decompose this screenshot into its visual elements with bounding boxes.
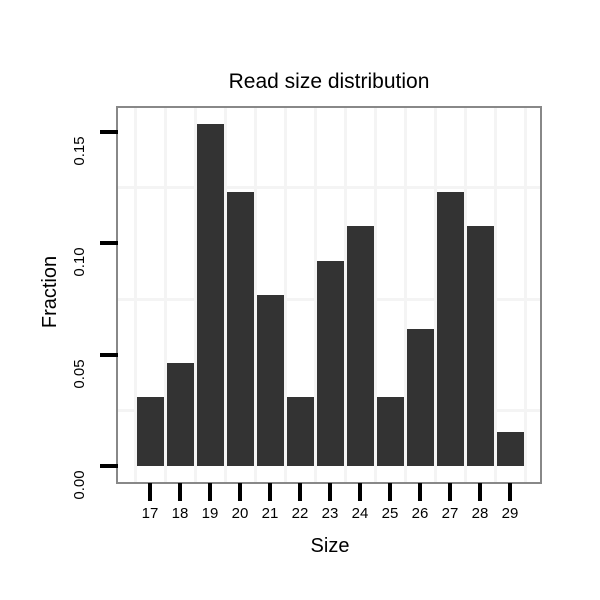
y-axis-title: Fraction — [39, 255, 61, 329]
y-tick-label-0.05: 0.05 — [71, 359, 88, 389]
x-tick-18 — [178, 483, 182, 501]
x-tick-22 — [298, 483, 302, 501]
bar-24 — [346, 226, 374, 466]
x-tick-label-23: 23 — [321, 505, 339, 522]
bar-21 — [256, 295, 284, 466]
vertical-gridline — [283, 108, 287, 482]
horizontal-gridline — [118, 186, 540, 190]
y-tick-label-0.00: 0.00 — [71, 470, 88, 500]
bar-17 — [136, 397, 164, 466]
x-tick-24 — [358, 483, 362, 501]
vertical-gridline — [373, 108, 377, 482]
bar-29 — [496, 432, 524, 466]
vertical-gridline — [463, 108, 467, 482]
vertical-gridline — [193, 108, 197, 482]
x-tick-17 — [148, 483, 152, 501]
x-tick-28 — [478, 483, 482, 501]
vertical-gridline — [163, 108, 167, 482]
x-tick-27 — [448, 483, 452, 501]
bar-22 — [286, 397, 314, 466]
x-tick-label-25: 25 — [381, 505, 399, 522]
vertical-gridline — [133, 108, 137, 482]
x-tick-label-18: 18 — [171, 505, 189, 522]
x-tick-label-19: 19 — [201, 505, 219, 522]
bar-26 — [406, 329, 434, 466]
chart-title: Read size distribution — [228, 70, 430, 93]
x-tick-21 — [268, 483, 272, 501]
vertical-gridline — [493, 108, 497, 482]
x-tick-label-17: 17 — [141, 505, 159, 522]
bar-28 — [466, 226, 494, 466]
plot-panel — [116, 106, 542, 484]
y-tick-label-0.15: 0.15 — [71, 136, 88, 166]
vertical-gridline — [433, 108, 437, 482]
x-tick-label-24: 24 — [351, 505, 369, 522]
y-tick-0.10 — [100, 241, 118, 246]
y-tick-0.00 — [100, 464, 118, 468]
x-tick-label-22: 22 — [291, 505, 309, 522]
vertical-gridline — [523, 108, 527, 482]
bar-18 — [166, 363, 194, 466]
vertical-gridline — [403, 108, 407, 482]
y-tick-0.05 — [100, 352, 118, 357]
x-tick-label-21: 21 — [261, 505, 279, 522]
x-tick-label-27: 27 — [441, 505, 459, 522]
x-tick-29 — [508, 483, 512, 501]
x-tick-19 — [208, 483, 212, 501]
bar-19 — [196, 124, 224, 466]
vertical-gridline — [253, 108, 257, 482]
x-tick-23 — [328, 483, 332, 501]
vertical-gridline — [313, 108, 317, 482]
bar-25 — [376, 397, 404, 466]
x-tick-label-20: 20 — [231, 505, 249, 522]
vertical-gridline — [343, 108, 347, 482]
y-tick-label-0.10: 0.10 — [71, 247, 88, 277]
x-tick-25 — [388, 483, 392, 501]
x-axis-title: Size — [310, 535, 350, 557]
x-tick-label-29: 29 — [501, 505, 519, 522]
y-tick-0.15 — [100, 130, 118, 135]
bar-23 — [316, 261, 344, 466]
x-tick-label-28: 28 — [471, 505, 489, 522]
x-tick-20 — [238, 483, 242, 501]
bar-27 — [436, 192, 464, 466]
x-tick-label-26: 26 — [411, 505, 429, 522]
vertical-gridline — [223, 108, 227, 482]
x-tick-26 — [418, 483, 422, 501]
bar-20 — [226, 192, 254, 466]
